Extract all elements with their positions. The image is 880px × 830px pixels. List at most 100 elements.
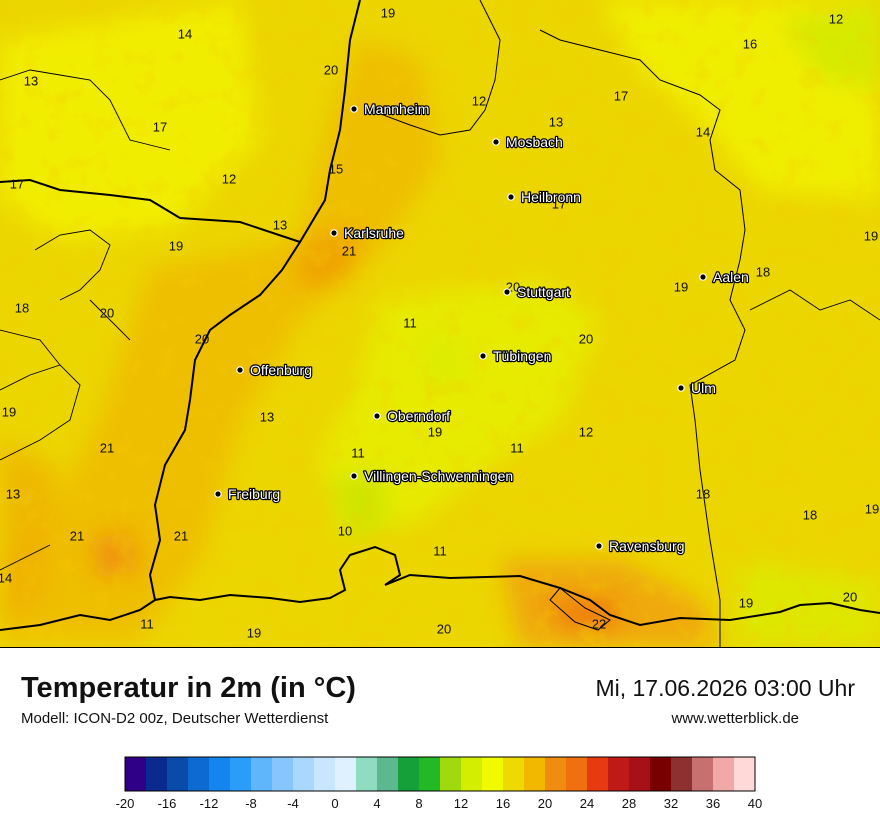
legend-tick-label: -12 bbox=[200, 796, 219, 811]
legend-swatch bbox=[587, 757, 609, 791]
field-texture bbox=[0, 0, 880, 647]
city-label: Oberndorf bbox=[387, 408, 450, 424]
temperature-value: 10 bbox=[338, 523, 352, 538]
legend-swatch bbox=[209, 757, 231, 791]
city-marker bbox=[699, 273, 707, 281]
city-markers: Mannheim Mosbach Heilbronn Karlsruhe Stuttga… bbox=[214, 100, 750, 555]
temperature-value: 11 bbox=[140, 616, 154, 631]
legend-swatch bbox=[629, 757, 651, 791]
map-canvas: 19 12 14 16 13 20 12 13 17 17 14 17 15 12 17 19 13 19 21 20… bbox=[0, 0, 880, 647]
legend-swatches bbox=[125, 757, 756, 791]
city-marker bbox=[492, 138, 500, 146]
temperature-value: 21 bbox=[100, 440, 114, 455]
legend-tick-label: 36 bbox=[706, 796, 720, 811]
city-label: Karlsruhe bbox=[344, 225, 404, 241]
temperature-value: 14 bbox=[0, 570, 12, 585]
temperature-value: 21 bbox=[342, 243, 356, 258]
temperature-value: 20 bbox=[843, 589, 857, 604]
temperature-value: 11 bbox=[510, 440, 524, 455]
swiss-border bbox=[154, 545, 880, 627]
temperature-value: 21 bbox=[174, 528, 188, 543]
city-label: Tübingen bbox=[493, 348, 551, 364]
legend-swatch bbox=[167, 757, 189, 791]
website-link[interactable]: www.wetterblick.de bbox=[671, 710, 799, 727]
legend-swatch bbox=[608, 757, 630, 791]
legend-swatch bbox=[545, 757, 567, 791]
legend-swatch bbox=[524, 757, 546, 791]
city-label: Aalen bbox=[713, 269, 749, 285]
state-lines bbox=[0, 69, 880, 571]
city-label: Ravensburg bbox=[609, 538, 685, 554]
legend-swatch bbox=[314, 757, 336, 791]
legend-swatch bbox=[230, 757, 252, 791]
legend-swatch bbox=[398, 757, 420, 791]
temperature-value: 19 bbox=[865, 501, 879, 516]
temperature-value: 19 bbox=[169, 238, 183, 253]
temperature-value: 17 bbox=[552, 196, 566, 211]
temperature-value: 19 bbox=[247, 625, 261, 640]
legend-tick-label: -20 bbox=[116, 796, 135, 811]
temperature-value: 20 bbox=[100, 305, 114, 320]
temperature-value: 21 bbox=[70, 528, 84, 543]
temperature-value: 12 bbox=[472, 93, 486, 108]
temperature-value: 19 bbox=[674, 279, 688, 294]
city-marker bbox=[330, 229, 338, 237]
legend-swatch bbox=[503, 757, 525, 791]
legend-swatch bbox=[272, 757, 294, 791]
city-marker bbox=[507, 193, 515, 201]
legend-tick-label: 28 bbox=[622, 796, 636, 811]
legend-swatch bbox=[734, 757, 756, 791]
city-label: Heilbronn bbox=[521, 189, 581, 205]
borders bbox=[0, 0, 880, 647]
value-labels: 19 12 14 16 13 20 12 13 17 17 14 17 15 12 17 19 13 19 21 20… bbox=[0, 5, 879, 640]
temperature-value: 13 bbox=[549, 114, 563, 129]
legend-swatch bbox=[146, 757, 168, 791]
city-marker bbox=[677, 384, 685, 392]
city-marker bbox=[214, 490, 222, 498]
legend-tick-label: 16 bbox=[496, 796, 510, 811]
temperature-value: 20 bbox=[324, 62, 338, 77]
legend-tick-label: 0 bbox=[331, 796, 338, 811]
legend-swatch bbox=[125, 757, 147, 791]
city-label: Stuttgart bbox=[517, 284, 570, 300]
legend-tick-label: 12 bbox=[454, 796, 468, 811]
map-title: Temperatur in 2m (in °C) bbox=[21, 672, 356, 704]
temperature-value: 13 bbox=[24, 73, 38, 88]
legend-tick-label: 8 bbox=[415, 796, 422, 811]
temperature-value: 17 bbox=[614, 88, 628, 103]
model-source: Modell: ICON-D2 00z, Deutscher Wetterdie… bbox=[21, 710, 329, 727]
temperature-value: 22 bbox=[592, 616, 606, 631]
temperature-value: 11 bbox=[403, 315, 417, 330]
temperature-value: 19 bbox=[381, 5, 395, 20]
legend-swatch bbox=[566, 757, 588, 791]
legend-swatch bbox=[461, 757, 483, 791]
temperature-value: 20 bbox=[195, 331, 209, 346]
temperature-value: 16 bbox=[743, 36, 757, 51]
legend-swatch bbox=[293, 757, 315, 791]
legend-tick-label: 40 bbox=[748, 796, 762, 811]
city-marker bbox=[350, 105, 358, 113]
temperature-value: 11 bbox=[433, 543, 447, 558]
legend-swatch bbox=[671, 757, 693, 791]
temperature-value: 19 bbox=[2, 404, 16, 419]
city-label: Freiburg bbox=[228, 486, 280, 502]
city-marker bbox=[236, 366, 244, 374]
legend-swatch bbox=[482, 757, 504, 791]
temperature-value: 15 bbox=[329, 161, 343, 176]
temperature-value: 17 bbox=[153, 119, 167, 134]
temperature-value: 14 bbox=[696, 124, 710, 139]
legend-ticks: -20 -16 -12 -8 -4 0 4 8 12 16 20 24 28 32 36 40 bbox=[116, 796, 763, 811]
temperature-value: 18 bbox=[803, 507, 817, 522]
temperature-value: 18 bbox=[756, 264, 770, 279]
forecast-datetime: Mi, 17.06.2026 03:00 Uhr bbox=[595, 675, 855, 701]
city-label: Offenburg bbox=[250, 362, 312, 378]
legend-frame bbox=[124, 756, 756, 792]
legend-tick-label: -8 bbox=[245, 796, 257, 811]
temperature-value: 18 bbox=[15, 300, 29, 315]
bodensee-outline bbox=[549, 587, 611, 631]
city-marker bbox=[479, 352, 487, 360]
city-label: Mannheim bbox=[364, 101, 429, 117]
city-marker bbox=[503, 288, 511, 296]
legend-swatch bbox=[335, 757, 357, 791]
temperature-value: 17 bbox=[10, 176, 24, 191]
